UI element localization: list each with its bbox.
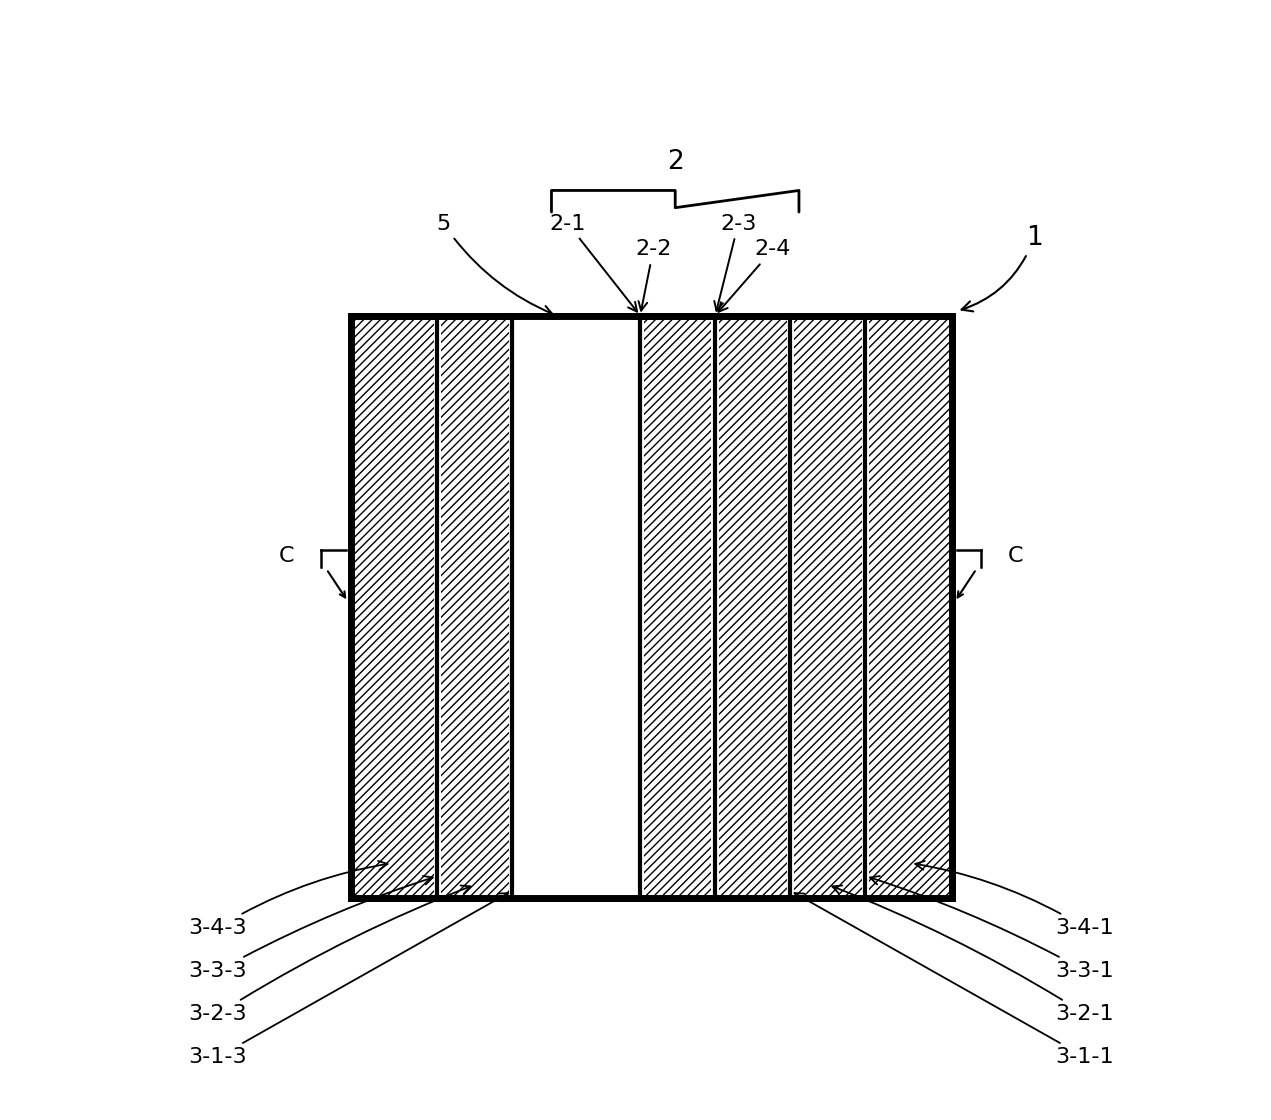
- Bar: [351, 316, 952, 897]
- Text: 2-3: 2-3: [714, 214, 756, 310]
- Bar: [869, 316, 952, 897]
- Text: 3-4-1: 3-4-1: [915, 861, 1115, 937]
- Text: 2: 2: [667, 149, 684, 175]
- Bar: [441, 316, 508, 897]
- Text: 3-3-1: 3-3-1: [871, 876, 1115, 981]
- Text: 2-2: 2-2: [636, 240, 671, 310]
- Bar: [351, 316, 952, 897]
- Text: 3-1-3: 3-1-3: [188, 893, 508, 1067]
- Text: 1: 1: [962, 225, 1042, 311]
- Text: 2-1: 2-1: [549, 214, 637, 311]
- Bar: [351, 316, 433, 897]
- Text: C: C: [1008, 547, 1023, 566]
- Text: 3-2-1: 3-2-1: [833, 886, 1115, 1024]
- Text: 2-4: 2-4: [718, 240, 791, 311]
- Text: 3-1-1: 3-1-1: [794, 893, 1115, 1067]
- Bar: [794, 316, 862, 897]
- Text: 5: 5: [436, 214, 552, 315]
- Text: 3-2-3: 3-2-3: [188, 886, 470, 1024]
- Text: 3-4-3: 3-4-3: [188, 861, 388, 937]
- Bar: [644, 316, 712, 897]
- Text: C: C: [280, 547, 295, 566]
- Bar: [719, 316, 787, 897]
- Bar: [516, 316, 637, 897]
- Text: 3-3-3: 3-3-3: [188, 876, 432, 981]
